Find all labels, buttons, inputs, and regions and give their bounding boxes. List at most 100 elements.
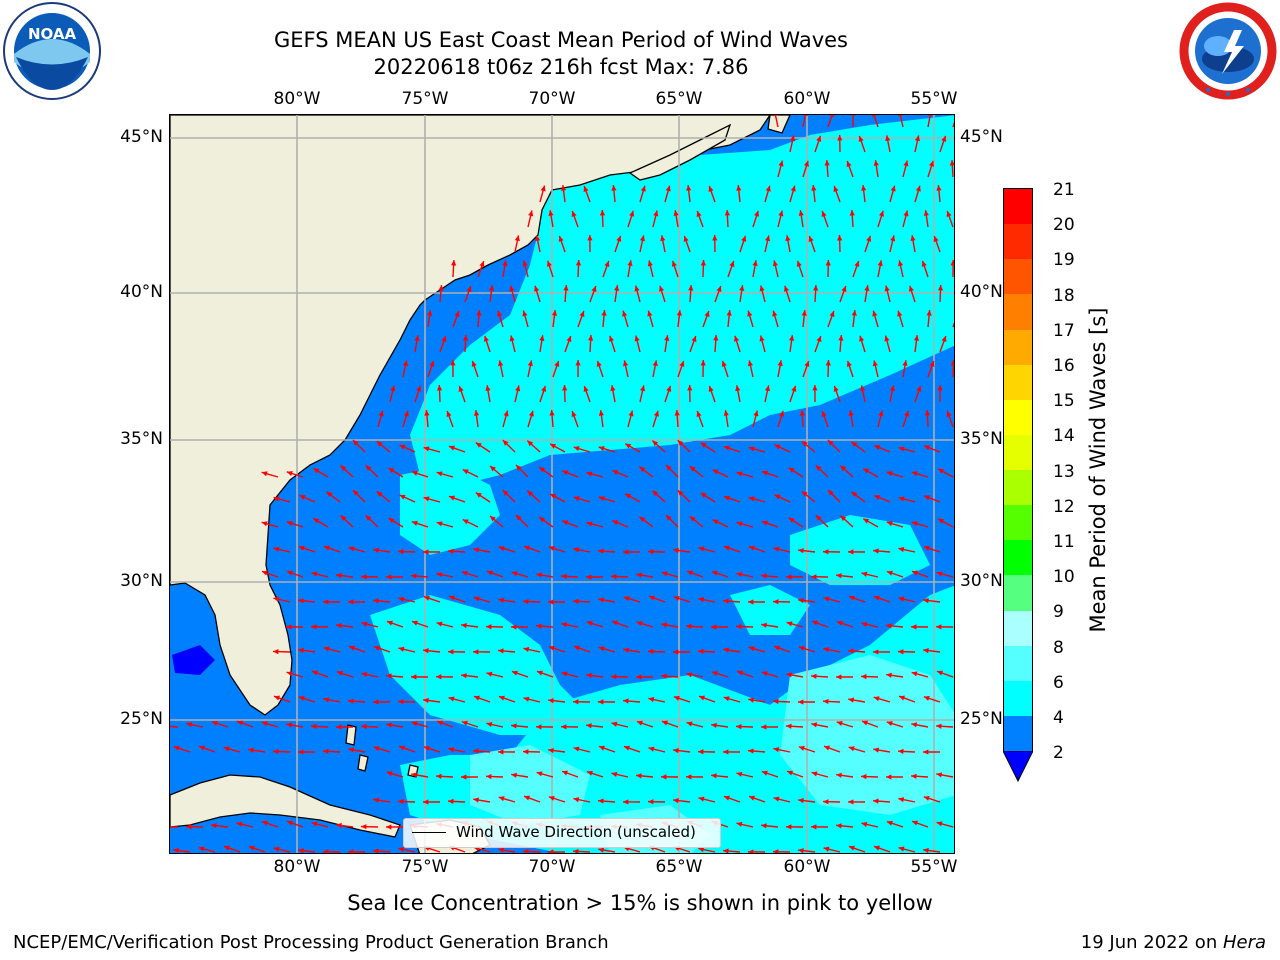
wind-arrow-head (436, 773, 442, 779)
wind-arrow-head (527, 360, 533, 367)
wind-arrow-head (808, 235, 814, 242)
wind-arrow-head (573, 797, 580, 803)
lon-label-bottom: 55°W (910, 857, 958, 877)
colorbar-band (1004, 610, 1032, 647)
wind-arrow-head (913, 335, 920, 341)
wind-arrow-head (734, 335, 740, 342)
wind-arrow-head (378, 410, 384, 417)
wind-arrow-shaft (170, 725, 179, 728)
wind-arrow-head (836, 674, 842, 680)
wind-arrow-head (723, 410, 729, 416)
wind-arrow-head (798, 797, 804, 804)
wind-arrow-head (436, 572, 443, 578)
wind-arrow-head (671, 260, 677, 267)
wind-arrow-head (436, 674, 442, 680)
wind-arrow-head (336, 623, 342, 629)
wind-arrow-head (522, 310, 528, 317)
wind-arrow-head (673, 798, 679, 804)
wind-arrow-head (436, 521, 443, 527)
wind-arrow-head (411, 721, 418, 727)
wind-arrow-head (923, 795, 930, 801)
wind-arrow-head (747, 360, 753, 367)
lat-label-left: 30°N (120, 571, 163, 591)
wind-arrow-head (899, 695, 905, 701)
wind-arrow-head (858, 135, 864, 142)
wind-arrow-head (436, 471, 443, 477)
wind-arrow-head (587, 235, 593, 241)
wind-arrow-head (954, 115, 955, 117)
wind-arrow-head (323, 748, 329, 754)
wind-arrow-head (558, 235, 564, 242)
wind-arrow-head (661, 774, 667, 780)
wind-arrow-head (748, 496, 755, 502)
wind-arrow-head (823, 698, 829, 705)
wind-arrow-head (861, 821, 868, 827)
wind-arrow-head (616, 235, 622, 242)
wind-arrow-head (449, 595, 455, 601)
wind-arrow-head (311, 821, 318, 827)
wind-arrow-head (686, 185, 692, 191)
wind-arrow-head (629, 210, 635, 217)
wind-arrow-head (490, 516, 496, 522)
colorbar-tick: 19 (1053, 250, 1075, 270)
wind-arrow-head (936, 670, 943, 676)
wind-arrow-head (673, 210, 679, 216)
wind-arrow-head (536, 572, 543, 578)
wind-arrow-head (511, 571, 518, 577)
wind-arrow-head (448, 495, 455, 501)
wind-arrow-head (286, 570, 293, 576)
wind-arrow-head (223, 746, 230, 752)
wind-arrow-head (648, 697, 655, 703)
wind-arrow-head (623, 549, 629, 555)
wind-arrow-head (886, 623, 892, 629)
wind-arrow-head (898, 446, 905, 452)
wind-arrow-head (923, 545, 930, 551)
wind-arrow-head (698, 796, 705, 802)
wind-arrow-head (498, 546, 505, 552)
wind-arrow-head (539, 335, 545, 341)
wind-arrow-head (652, 440, 659, 447)
colorbar-label: Mean Period of Wind Waves [s] (1086, 307, 1110, 633)
wind-arrow-head (754, 210, 760, 217)
wind-arrow-head (411, 520, 418, 526)
wind-arrow-head (736, 185, 742, 191)
wind-arrow-head (648, 746, 655, 752)
wind-arrow-head (873, 696, 880, 702)
wind-arrow-head (871, 115, 877, 117)
wind-arrow-head (586, 471, 593, 477)
wind-arrow-head (515, 515, 522, 521)
wind-arrow-head (677, 440, 684, 446)
colorbar-tick: 6 (1053, 673, 1064, 693)
wind-arrow-head (683, 235, 689, 242)
svg-text:NOAA: NOAA (28, 25, 77, 43)
wind-arrow-head (598, 410, 604, 416)
wind-arrow-head (636, 773, 642, 779)
wind-arrow-head (872, 360, 878, 367)
wind-arrow-head (373, 797, 379, 803)
wind-arrow-head (487, 570, 493, 576)
wind-arrow-head (798, 699, 804, 705)
wind-arrow-head (761, 520, 768, 526)
wind-arrow-head (936, 624, 942, 630)
wind-arrow-head (336, 822, 342, 829)
wind-arrow-head (348, 849, 354, 853)
wind-arrow-head (461, 720, 468, 726)
wind-arrow-head (548, 698, 554, 704)
wind-arrow-head (274, 695, 280, 701)
wind-arrow-head (941, 135, 947, 142)
wind-arrow-head (511, 723, 517, 729)
wind-arrow-head (704, 311, 710, 317)
wind-arrow-head (699, 695, 705, 701)
wind-arrow-head (765, 235, 771, 242)
wind-arrow-head (548, 747, 554, 754)
wind-arrow-head (523, 696, 530, 702)
wind-arrow-head (902, 360, 908, 367)
wind-arrow-head (403, 410, 409, 417)
wind-arrow-head (336, 670, 343, 676)
wind-arrow-head (921, 260, 927, 267)
wind-arrow-head (573, 547, 580, 553)
wind-wave-direction-arrows (170, 115, 955, 853)
wind-arrow-head (450, 360, 456, 366)
wind-arrow-head (772, 115, 779, 117)
wind-arrow-head (561, 671, 568, 677)
